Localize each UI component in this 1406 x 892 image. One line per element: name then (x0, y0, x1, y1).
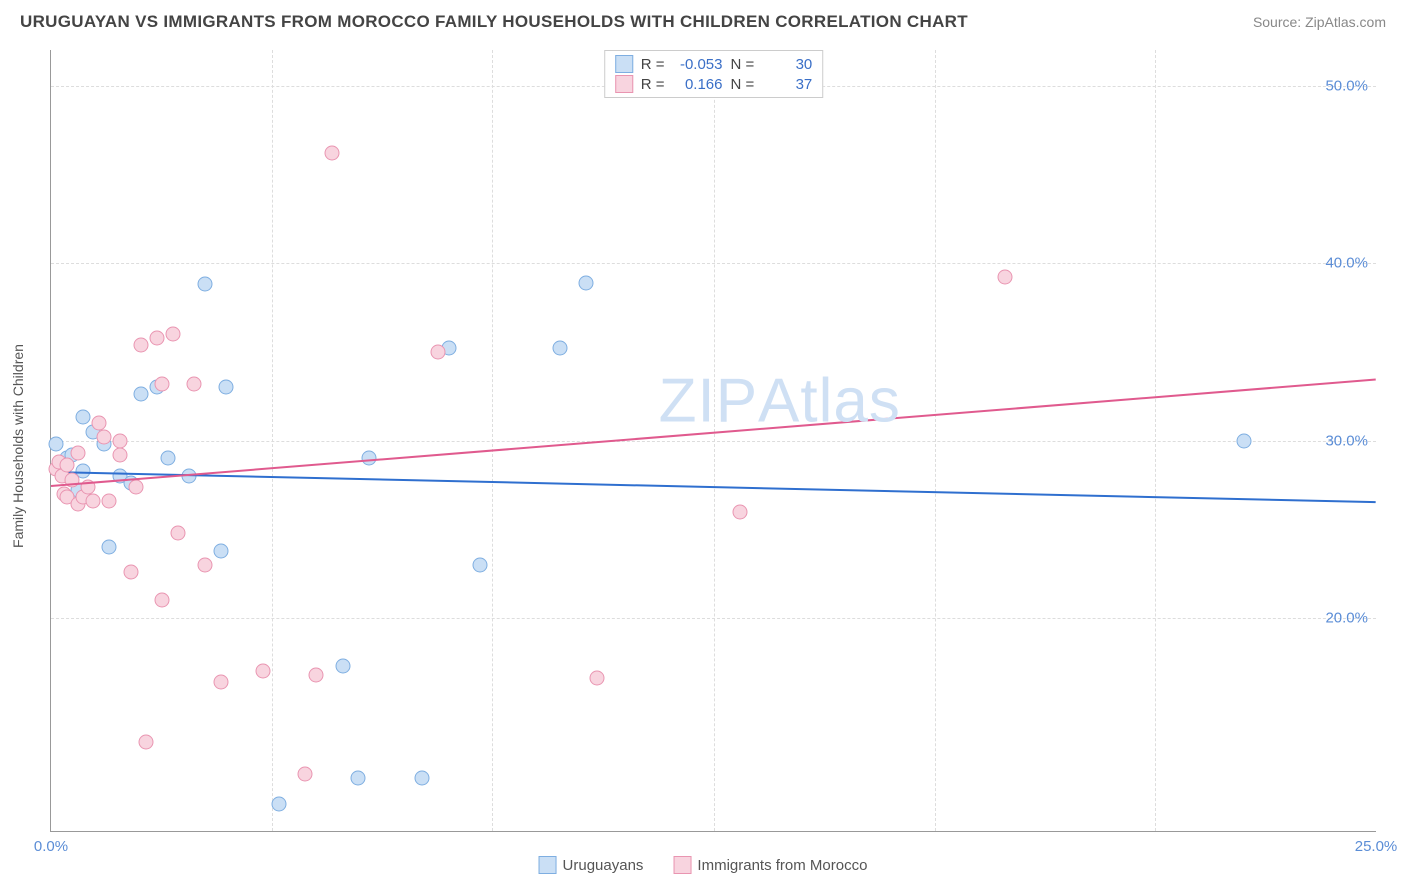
r-value-series2: 0.166 (673, 76, 723, 93)
data-point (351, 770, 366, 785)
x-tick-label: 25.0% (1355, 838, 1398, 855)
data-point (123, 564, 138, 579)
data-point (91, 415, 106, 430)
x-tick-label: 0.0% (34, 838, 68, 855)
n-value-series2: 37 (762, 76, 812, 93)
data-point (155, 376, 170, 391)
data-point (998, 270, 1013, 285)
data-point (324, 145, 339, 160)
data-point (197, 557, 212, 572)
swatch-series1 (615, 55, 633, 73)
data-point (430, 344, 445, 359)
data-point (139, 735, 154, 750)
n-value-series1: 30 (762, 56, 812, 73)
data-point (213, 543, 228, 558)
data-point (160, 451, 175, 466)
chart-source: Source: ZipAtlas.com (1253, 14, 1386, 30)
data-point (134, 337, 149, 352)
legend-row-series1: R = -0.053 N = 30 (615, 55, 813, 73)
y-tick-label: 20.0% (1325, 610, 1368, 627)
data-point (49, 437, 64, 452)
r-value-series1: -0.053 (673, 56, 723, 73)
r-label: R = (641, 76, 665, 93)
data-point (579, 275, 594, 290)
data-point (473, 557, 488, 572)
data-point (1236, 433, 1251, 448)
data-point (102, 493, 117, 508)
data-point (552, 341, 567, 356)
data-point (128, 479, 143, 494)
data-point (298, 767, 313, 782)
chart-title: URUGUAYAN VS IMMIGRANTS FROM MOROCCO FAM… (20, 12, 968, 32)
legend-item-series2: Immigrants from Morocco (673, 856, 867, 874)
data-point (155, 593, 170, 608)
data-point (213, 674, 228, 689)
watermark-part1: ZIP (659, 367, 758, 436)
data-point (86, 493, 101, 508)
data-point (589, 671, 604, 686)
gridline-v (272, 50, 273, 831)
gridline-v (1155, 50, 1156, 831)
data-point (218, 380, 233, 395)
data-point (335, 658, 350, 673)
data-point (102, 540, 117, 555)
data-point (165, 327, 180, 342)
y-axis-label: Family Households with Children (10, 344, 26, 548)
legend-item-series1: Uruguayans (539, 856, 644, 874)
data-point (197, 277, 212, 292)
data-point (150, 330, 165, 345)
swatch-series1-bottom (539, 856, 557, 874)
scatter-chart: ZIPAtlas R = -0.053 N = 30 R = 0.166 N =… (50, 50, 1376, 832)
y-tick-label: 40.0% (1325, 255, 1368, 272)
swatch-series2 (615, 75, 633, 93)
data-point (256, 664, 271, 679)
legend-row-series2: R = 0.166 N = 37 (615, 75, 813, 93)
data-point (59, 458, 74, 473)
legend-label-series2: Immigrants from Morocco (697, 857, 867, 874)
data-point (171, 525, 186, 540)
data-point (70, 445, 85, 460)
data-point (97, 429, 112, 444)
gridline-v (492, 50, 493, 831)
gridline-v (714, 50, 715, 831)
data-point (112, 447, 127, 462)
data-point (112, 433, 127, 448)
data-point (187, 376, 202, 391)
y-tick-label: 50.0% (1325, 77, 1368, 94)
n-label: N = (731, 76, 755, 93)
legend-label-series1: Uruguayans (563, 857, 644, 874)
n-label: N = (731, 56, 755, 73)
y-tick-label: 30.0% (1325, 432, 1368, 449)
data-point (415, 770, 430, 785)
series-legend: Uruguayans Immigrants from Morocco (539, 856, 868, 874)
data-point (309, 667, 324, 682)
swatch-series2-bottom (673, 856, 691, 874)
data-point (271, 797, 286, 812)
gridline-v (935, 50, 936, 831)
data-point (134, 387, 149, 402)
correlation-legend: R = -0.053 N = 30 R = 0.166 N = 37 (604, 50, 824, 98)
data-point (733, 504, 748, 519)
data-point (75, 410, 90, 425)
r-label: R = (641, 56, 665, 73)
